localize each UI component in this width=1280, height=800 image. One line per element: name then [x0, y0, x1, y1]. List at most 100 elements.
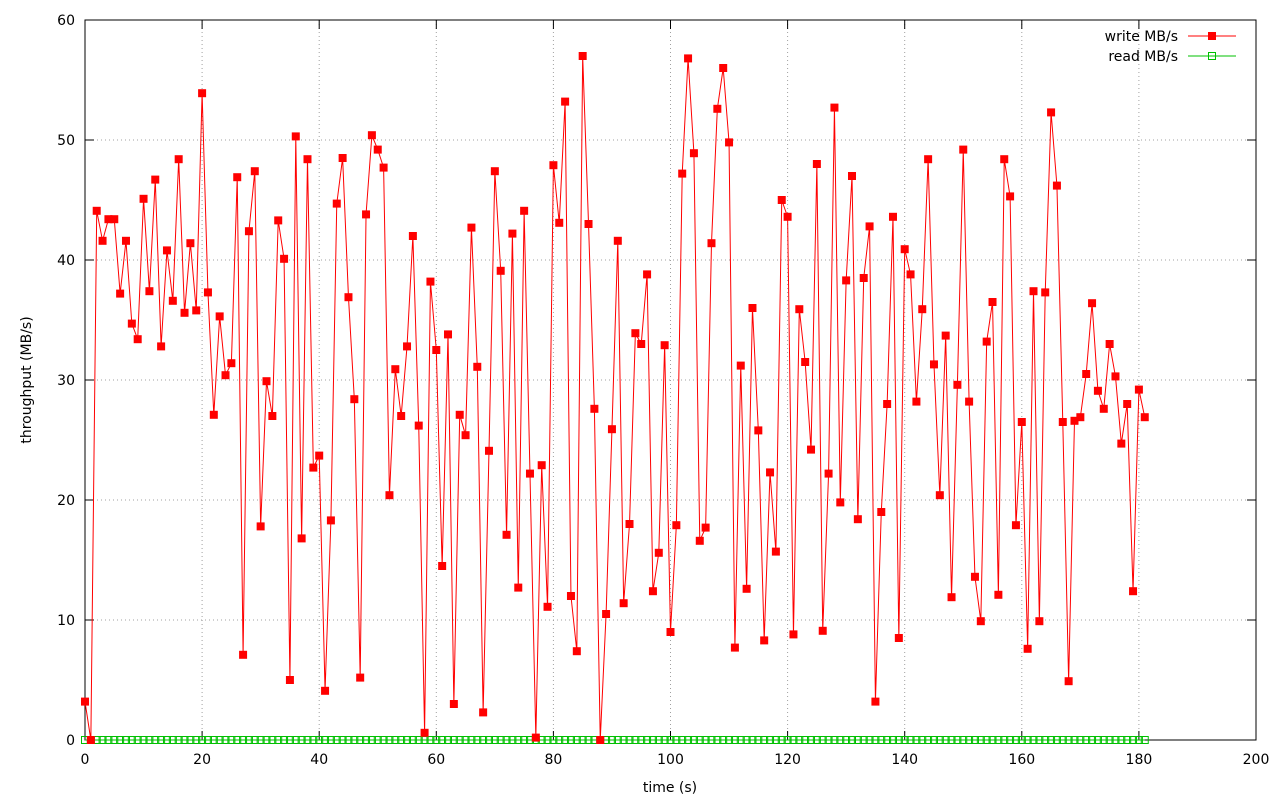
point: [280, 736, 289, 744]
point: [959, 736, 968, 744]
point: [853, 515, 862, 524]
point: [291, 132, 300, 141]
point: [502, 530, 511, 539]
point: [227, 359, 236, 368]
point: [789, 630, 798, 639]
point: [906, 736, 915, 744]
point: [1117, 439, 1126, 448]
point: [607, 425, 616, 434]
point: [1029, 736, 1038, 744]
point: [719, 736, 728, 744]
point: [403, 342, 412, 351]
point: [250, 736, 259, 744]
point: [607, 736, 616, 744]
point: [455, 410, 464, 419]
point: [935, 736, 944, 744]
point: [801, 736, 810, 744]
point: [613, 736, 622, 744]
point: [707, 239, 716, 248]
series-points: [81, 52, 1149, 744]
point: [256, 736, 265, 744]
point: [748, 304, 757, 312]
y-tick-label: 60: [57, 13, 75, 29]
point: [566, 736, 575, 744]
point: [613, 236, 622, 245]
point: [865, 222, 874, 231]
point: [982, 736, 991, 744]
point: [1047, 108, 1056, 117]
point: [777, 196, 786, 204]
point: [256, 522, 265, 531]
point: [795, 305, 804, 314]
point: [426, 736, 435, 744]
x-tick-label: 80: [544, 752, 562, 768]
point: [174, 155, 183, 164]
point: [602, 610, 611, 618]
point: [473, 736, 482, 744]
point: [408, 736, 417, 744]
point: [766, 736, 775, 744]
point: [484, 446, 493, 455]
point: [350, 736, 359, 744]
point: [1064, 677, 1073, 686]
point: [444, 736, 453, 744]
point: [672, 736, 681, 744]
x-tick-label: 140: [891, 752, 918, 768]
point: [1111, 736, 1120, 744]
point: [1035, 617, 1044, 626]
point: [596, 736, 605, 744]
point: [1006, 192, 1015, 201]
point: [842, 276, 851, 285]
point: [479, 708, 488, 717]
point: [818, 736, 827, 744]
point: [965, 397, 974, 406]
point: [877, 736, 886, 744]
point: [701, 523, 710, 532]
point: [280, 254, 289, 263]
point: [859, 736, 868, 744]
point: [1041, 288, 1050, 297]
point: [1140, 413, 1149, 422]
y-axis-label: throughput (MB/s): [19, 316, 35, 443]
x-tick-label: 100: [657, 752, 684, 768]
point: [203, 288, 212, 297]
point: [836, 736, 845, 744]
point: [192, 736, 201, 744]
point: [561, 736, 570, 744]
point: [520, 736, 529, 744]
point: [209, 410, 218, 419]
point: [1093, 386, 1102, 395]
point: [1023, 736, 1032, 744]
point: [461, 431, 470, 440]
point: [918, 736, 927, 744]
legend-label: read MB/s: [1108, 49, 1178, 65]
point: [81, 697, 89, 706]
point: [918, 305, 927, 314]
point: [1134, 385, 1143, 394]
point: [162, 736, 171, 744]
y-tick-label: 10: [57, 613, 75, 629]
point: [965, 736, 974, 744]
point: [976, 617, 985, 626]
point: [198, 736, 207, 744]
point: [121, 236, 130, 245]
point: [572, 736, 581, 744]
point: [742, 584, 751, 593]
point: [1029, 287, 1038, 296]
x-axis-label: time (s): [643, 780, 697, 796]
point: [970, 572, 979, 581]
point: [619, 599, 628, 608]
series-points: [81, 736, 1149, 744]
x-tick-label: 0: [81, 752, 90, 768]
point: [531, 733, 540, 742]
point: [678, 169, 687, 178]
point: [373, 145, 382, 154]
point: [116, 736, 125, 744]
point: [262, 377, 271, 386]
point: [1006, 736, 1015, 744]
point: [1093, 736, 1102, 744]
point: [367, 131, 376, 140]
point: [227, 736, 236, 744]
point: [888, 736, 897, 744]
point: [250, 167, 259, 176]
